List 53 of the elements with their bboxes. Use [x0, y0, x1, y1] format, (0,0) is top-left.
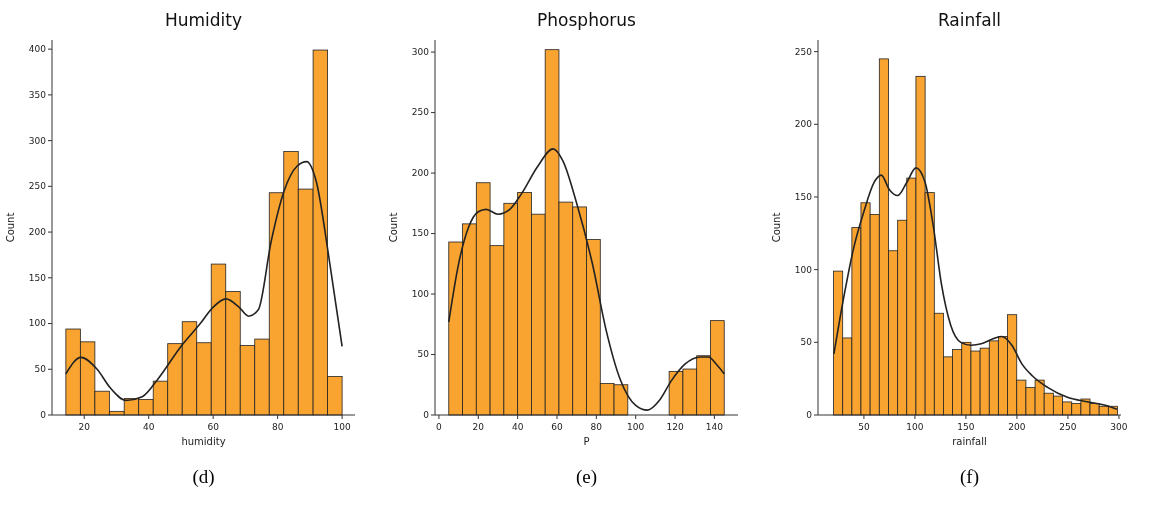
y-tick-label: 150	[28, 272, 47, 283]
y-tick-label: 100	[794, 264, 813, 275]
y-tick-label: 250	[794, 46, 813, 57]
y-tick-label: 200	[411, 167, 430, 178]
y-tick-label: 200	[28, 226, 47, 237]
x-tick-label: 80	[590, 422, 603, 432]
x-tick-label: 120	[666, 422, 684, 432]
x-tick-label: 20	[472, 422, 485, 432]
x-tick-label: 40	[142, 422, 155, 432]
x-tick-label: 60	[551, 422, 563, 432]
chart-title: Humidity	[164, 10, 243, 30]
y-axis-title: Count	[388, 212, 399, 243]
y-tick-label: 100	[411, 288, 430, 299]
y-tick-label: 50	[34, 364, 47, 375]
x-tick-label: 0	[436, 422, 443, 432]
chart-title: Phosphorus	[537, 10, 637, 30]
x-tick-label: 100	[627, 422, 645, 432]
text: (d)	[192, 466, 215, 488]
x-tick-label: 100	[906, 422, 924, 432]
y-tick-label: 200	[794, 119, 813, 130]
x-tick-label: 250	[1059, 422, 1077, 432]
x-tick-label: 60	[207, 422, 220, 432]
x-axis-title: P	[583, 436, 590, 447]
x-tick-label: 40	[511, 422, 524, 432]
y-tick-label: 0	[40, 409, 47, 420]
y-tick-label: 50	[417, 349, 430, 360]
chart-title: Rainfall	[937, 10, 1002, 30]
y-tick-label: 150	[794, 191, 813, 202]
y-tick-label: 50	[800, 337, 813, 348]
text: (f)	[960, 466, 979, 488]
x-axis-title: rainfall	[952, 436, 987, 447]
x-tick-label: 150	[957, 422, 975, 432]
y-tick-label: 250	[411, 107, 430, 118]
y-axis-title: Count	[5, 212, 16, 243]
y-tick-label: 300	[411, 46, 430, 57]
x-tick-label: 100	[333, 422, 351, 432]
y-tick-label: 100	[28, 318, 47, 329]
y-tick-label: 250	[28, 181, 47, 192]
x-tick-label: 300	[1110, 422, 1128, 432]
x-tick-label: 50	[858, 422, 870, 432]
x-tick-label: 80	[271, 422, 284, 432]
y-tick-label: 0	[806, 409, 813, 420]
y-tick-label: 400	[28, 44, 47, 55]
y-tick-label: 350	[28, 89, 47, 100]
y-tick-label: 0	[423, 409, 430, 420]
y-tick-label: 300	[28, 135, 47, 146]
x-tick-label: 200	[1008, 422, 1026, 432]
y-tick-label: 150	[411, 228, 430, 239]
x-axis-title: humidity	[181, 436, 226, 447]
x-tick-label: 20	[78, 422, 91, 432]
y-axis-title: Count	[771, 212, 782, 243]
text: (e)	[575, 466, 598, 488]
x-tick-label: 140	[705, 422, 724, 432]
